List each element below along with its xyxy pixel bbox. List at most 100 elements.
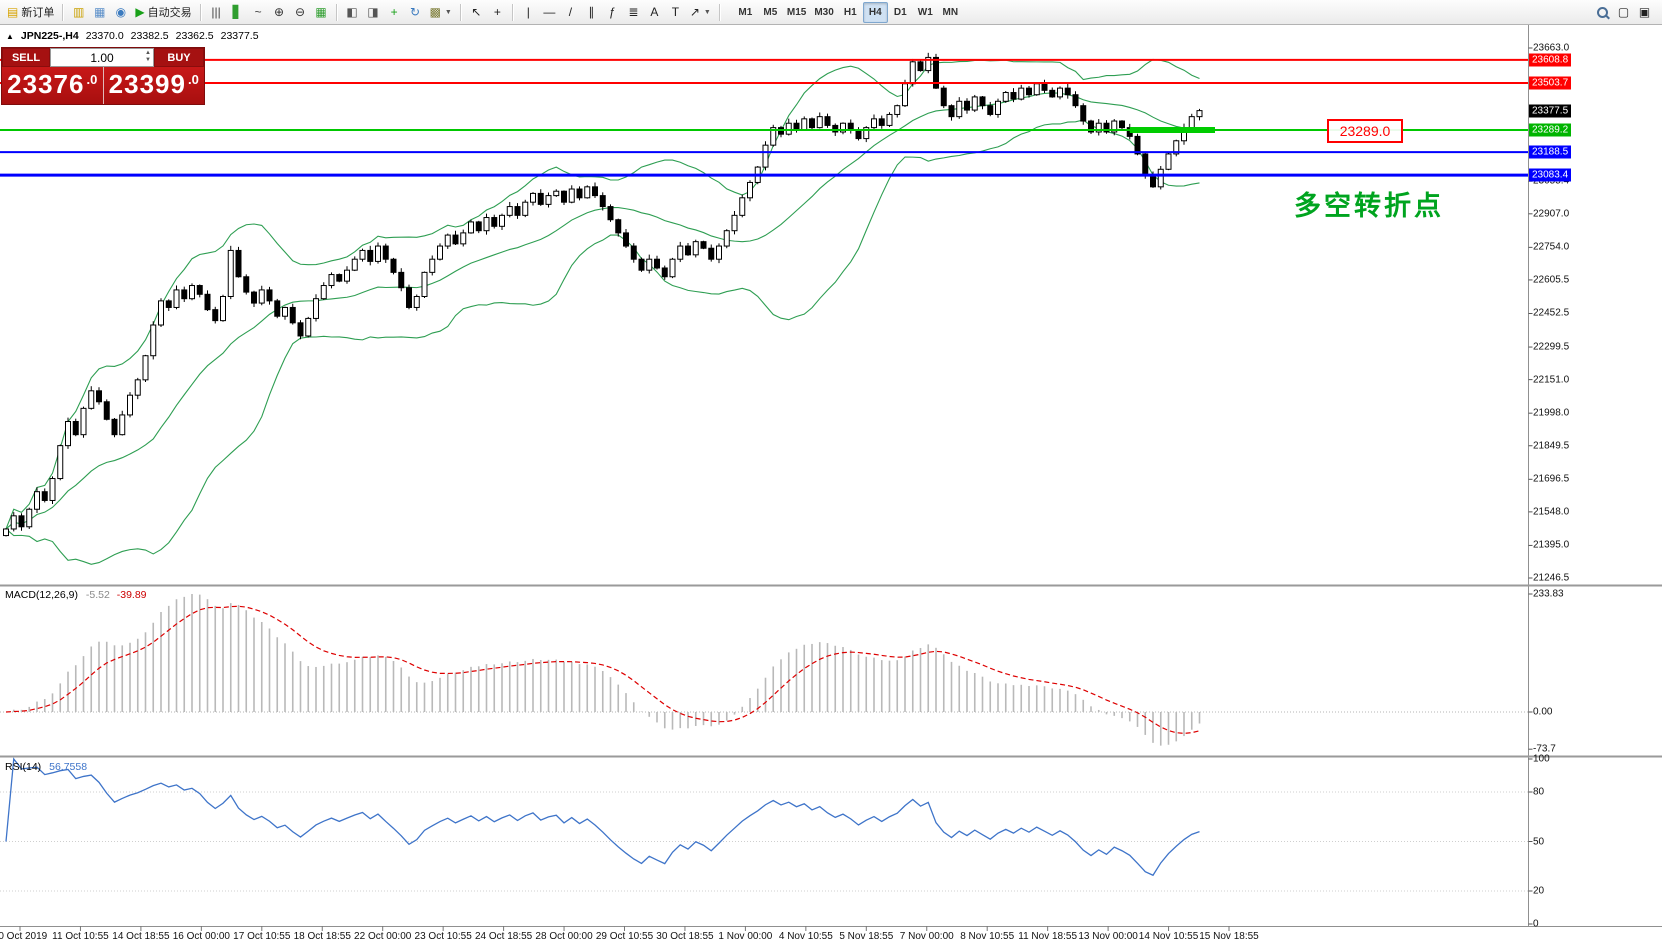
bar-high: 23382.5 [130,30,169,42]
arrows-tool-button[interactable]: ↗ ▼ [686,2,715,23]
bar-low: 23362.5 [175,30,214,42]
frame [0,25,1662,931]
indicator-window-2-button[interactable]: ◨ [363,2,384,23]
new-order-icon: ▤ [7,5,19,19]
sell-price-main: 23376 [7,69,85,99]
new-window-button[interactable]: ▢ [1613,2,1634,23]
candles [3,52,1203,537]
volume-spinner[interactable]: ▲ ▼ [145,50,151,64]
tf-m1-button[interactable]: M1 [733,2,758,23]
hline-tool-button[interactable]: — [539,2,560,23]
candle-chart-mode-button[interactable]: ▋ [227,2,248,23]
buy-price-frac: .0 [187,72,199,87]
auto-trading-play-icon: ▶ [135,5,145,19]
tf-h1-button[interactable]: H1 [838,2,863,23]
trendline-tool-button[interactable]: / [560,2,581,23]
volume-field[interactable]: 1.00 ▲ ▼ [50,48,154,67]
new-order-label: 新订单 [21,7,55,19]
line-chart-icon: ~ [254,5,262,19]
toolbar-separator [718,3,721,21]
cursor-tool-button[interactable]: ↖ [466,2,487,23]
zoom-in-icon: ⊕ [274,5,285,19]
tf-m5-button[interactable]: M5 [758,2,783,23]
zoom-out-button[interactable]: ⊖ [290,2,311,23]
profiles-button[interactable]: ▦ [89,2,110,23]
auto-trading-label: 自动交易 [147,7,192,19]
vline-tool-button[interactable]: | [518,2,539,23]
zoom-in-button[interactable]: ⊕ [269,2,290,23]
candlestick-icon: ▋ [232,5,242,19]
add-indicator-button[interactable]: + [384,2,405,23]
vertical-line-icon: | [526,5,530,19]
tf-m15-button[interactable]: M15 [783,2,810,23]
new-chart-button[interactable]: ▥ [68,2,89,23]
templates-button[interactable]: ▩ ▼ [426,2,456,23]
shapes-tool-button[interactable]: ≣ [623,2,644,23]
sell-price[interactable]: 23376 .0 [2,67,103,104]
text-label-icon: T [671,5,680,19]
bar-open: 23370.0 [85,30,124,42]
one-click-trading-panel: SELL 1.00 ▲ ▼ BUY 23376 .0 23399 .0 [1,47,205,105]
price-callout[interactable]: 23289.0 [1327,119,1403,143]
macd-value-signal: -39.89 [116,589,147,601]
windows-list-icon: ▣ [1638,5,1651,19]
fibo-tool-button[interactable]: ƒ [602,2,623,23]
horizontal-lines[interactable] [0,58,1528,177]
refresh-icon: ↻ [410,5,421,19]
main-toolbar: ▤ 新订单 ▥ ▦ ◉ ▶ 自动交易 ||| ▋ ~ ⊕ ⊖ ▦ ◧ ◨ + ↻ ▩ ▼ ↖ + | — / ∥ ƒ ≣ A T ↗ ▼ M… [0,0,1662,25]
arrow-objects-icon: ↗ [689,5,700,19]
chart-caret-icon: ▲ [6,31,14,41]
bar-chart-mode-button[interactable]: ||| [206,2,227,23]
tf-d1-button[interactable]: D1 [888,2,913,23]
indicator-window-1-button[interactable]: ◧ [342,2,363,23]
add-indicator-icon: + [390,5,398,19]
label-tool-button[interactable]: T [665,2,686,23]
market-watch-icon: ◉ [115,5,127,19]
toolbar-right-group: ▢ ▣ [1592,0,1659,24]
subwindow-up-icon: ◧ [346,5,358,19]
market-watch-button[interactable]: ◉ [110,2,131,23]
tf-mn-button[interactable]: MN [938,2,963,23]
dropdown-caret-icon: ▼ [703,8,711,16]
tf-h4-button[interactable]: H4 [862,1,888,23]
channel-tool-button[interactable]: ∥ [581,2,602,23]
period-sync-button[interactable]: ↻ [405,2,426,23]
spinner-down-icon[interactable]: ▼ [145,57,151,63]
bar-chart-icon: ||| [211,5,221,19]
toolbar-separator [511,3,514,21]
auto-trading-button[interactable]: ▶ 自动交易 [131,2,195,23]
crosshair-tool-button[interactable]: + [487,2,508,23]
macd-pane [0,594,1528,746]
tile-windows-button[interactable]: ▦ [311,2,332,23]
tf-w1-button[interactable]: W1 [913,2,938,23]
rsi-pane [0,757,1528,892]
horizontal-line-icon: — [543,5,556,19]
profiles-icon: ▦ [94,5,106,19]
sell-price-frac: .0 [86,72,98,87]
new-chart-icon: ▥ [73,5,85,19]
chart-note-text[interactable]: 多空转折点 [1294,191,1444,221]
toolbar-separator [459,3,462,21]
timeframe-group: M1 M5 M15 M30 H1 H4 D1 W1 MN [733,0,963,24]
symbol-header: ▲ JPN225-,H4 23370.0 23382.5 23362.5 233… [6,30,259,42]
bar-close: 23377.5 [220,30,259,42]
tf-m30-button[interactable]: M30 [810,2,837,23]
symbol-name: JPN225-,H4 [20,30,79,42]
buy-button[interactable]: BUY [154,48,204,67]
buy-price[interactable]: 23399 .0 [104,67,205,104]
toolbar-separator [335,3,338,21]
text-tool-button[interactable]: A [644,2,665,23]
rsi-value: 56.7558 [49,761,88,773]
new-order-button[interactable]: ▤ 新订单 [3,2,58,23]
line-chart-mode-button[interactable]: ~ [248,2,269,23]
fibonacci-icon: ƒ [609,5,616,19]
sell-button[interactable]: SELL [2,48,50,67]
search-button[interactable] [1592,2,1613,23]
rsi-header: RSI(14) 56.7558 [5,761,87,773]
subwindow-down-icon: ◨ [367,5,379,19]
windows-list-button[interactable]: ▣ [1634,2,1655,23]
zoom-out-icon: ⊖ [295,5,306,19]
tile-windows-icon: ▦ [315,5,327,19]
spinner-up-icon[interactable]: ▲ [145,50,151,56]
